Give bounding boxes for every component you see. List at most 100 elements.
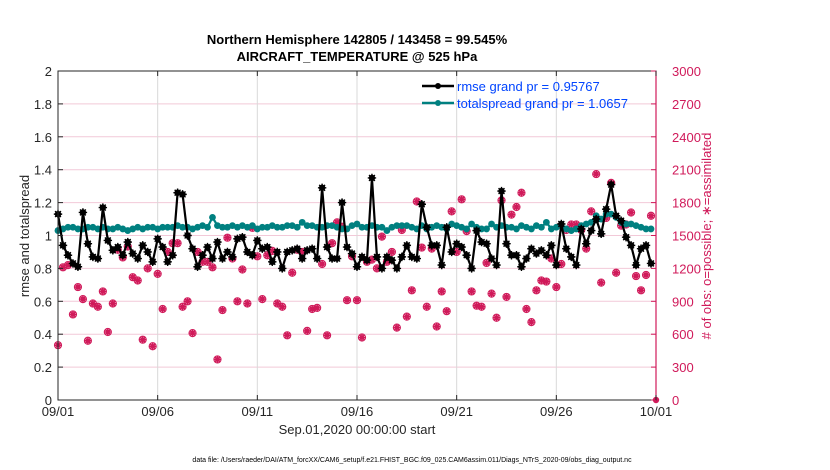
rmse-point [327,254,337,263]
obs-assimilated-marker [69,311,77,318]
obs-possible-marker [477,302,486,311]
y-tick-label-right: 1200 [672,261,701,276]
obs-assimilated-marker [602,214,610,222]
rmse-marker-star [382,252,392,262]
obs-assimilated-marker [592,170,600,178]
obs-assimilated-marker [313,304,321,312]
obs-possible-marker [93,302,102,311]
obs-count-point [387,247,396,257]
y-tick-label: 1.4 [34,163,52,178]
obs-assimilated-marker [199,258,206,266]
obs-count-point [437,287,446,296]
rmse-marker-star [93,254,103,263]
rmse-marker-star [213,237,222,247]
obs-possible-marker [148,342,157,351]
rmse-marker-star [73,262,83,271]
rmse-point [392,264,402,273]
obs-count-point [233,297,242,306]
obs-count-point [258,295,267,304]
obs-assimilated-marker [627,209,635,216]
obs-possible-marker [158,304,167,314]
obs-assimilated-marker [328,239,336,247]
obs-possible-marker [138,335,147,344]
rmse-point [596,229,606,239]
rmse-marker-star [208,254,217,263]
x-tick-label: 09/06 [141,404,174,419]
rmse-point [263,242,272,252]
obs-possible-marker [243,299,252,308]
y-tick-label-right: 2700 [672,97,701,112]
rmse-marker-star [392,264,402,273]
rmse-point [557,219,566,229]
totalspread-point [144,223,152,231]
rmse-marker-star [567,252,576,262]
obs-assimilated-marker [204,258,211,266]
y-tick-label-right: 900 [672,294,694,309]
obs-assimilated-marker [368,256,376,264]
rmse-point [482,239,491,248]
rmse-point [183,231,192,240]
rmse-point [203,242,212,252]
obs-count-point [138,335,147,344]
rmse-marker-star [507,251,516,260]
chart-title: Northern Hemisphere 142805 / 143458 = 99… [207,32,508,47]
obs-assimilated-marker [552,283,560,291]
rmse-marker-star [357,252,367,262]
rmse-marker-star [477,237,486,247]
obs-possible-marker [377,232,387,241]
obs-count-point [203,257,212,266]
obs-possible-marker [108,299,117,308]
rmse-point [253,236,262,245]
rmse-marker-star [302,246,312,255]
obs-assimilated-marker [418,244,426,251]
rmse-marker-star [517,262,526,271]
obs-count-point [278,302,287,311]
rmse-marker-star [527,244,536,253]
obs-count-point [517,188,526,197]
y-ticks-left: 0 0.2 0.4 0.6 0.8 1 1.2 1.4 1.6 1.8 2 [34,64,63,408]
obs-assimilated-marker [642,271,650,279]
obs-count-point [93,302,102,311]
obs-possible-marker [527,318,536,327]
obs-count-point [178,302,187,311]
y-tick-label-right: 1800 [672,196,701,211]
obs-assimilated-marker [298,248,306,256]
obs-assimilated-marker [253,252,261,260]
rmse-marker-star [447,247,456,257]
obs-possible-marker [502,292,511,302]
rmse-marker-star [611,211,621,220]
obs-possible-marker [447,207,456,216]
rmse-marker-star [317,183,327,192]
obs-count-point [492,313,501,322]
rmse-point [58,241,68,250]
rmse-marker-star [322,242,332,252]
y-tick-label-right: 1500 [672,229,701,244]
rmse-point [193,262,202,271]
obs-count-point [352,296,362,305]
obs-count-point [173,239,182,248]
obs-count-point [542,277,551,286]
obs-possible-marker [133,276,142,285]
rmse-point [342,242,352,252]
totalspread-point [219,223,226,231]
obs-assimilated-marker [547,255,555,262]
obs-possible-marker [278,302,287,311]
rmse-point [93,254,103,263]
rmse-point [641,241,651,250]
obs-count-point [442,307,451,316]
legend-totalspread-marker [435,100,441,106]
obs-possible-marker [327,239,337,248]
obs-possible-marker [223,233,232,242]
obs-count-point [148,342,157,351]
rmse-point [278,264,287,273]
obs-possible-marker [188,329,197,338]
rmse-marker-star [88,252,98,262]
obs-assimilated-marker [194,248,201,256]
rmse-marker-star [188,244,197,253]
rmse-marker-star [108,246,118,255]
obs-count-point [487,289,496,298]
rmse-point [507,251,516,260]
rmse-point [412,254,421,263]
totalspread-point [179,223,186,231]
